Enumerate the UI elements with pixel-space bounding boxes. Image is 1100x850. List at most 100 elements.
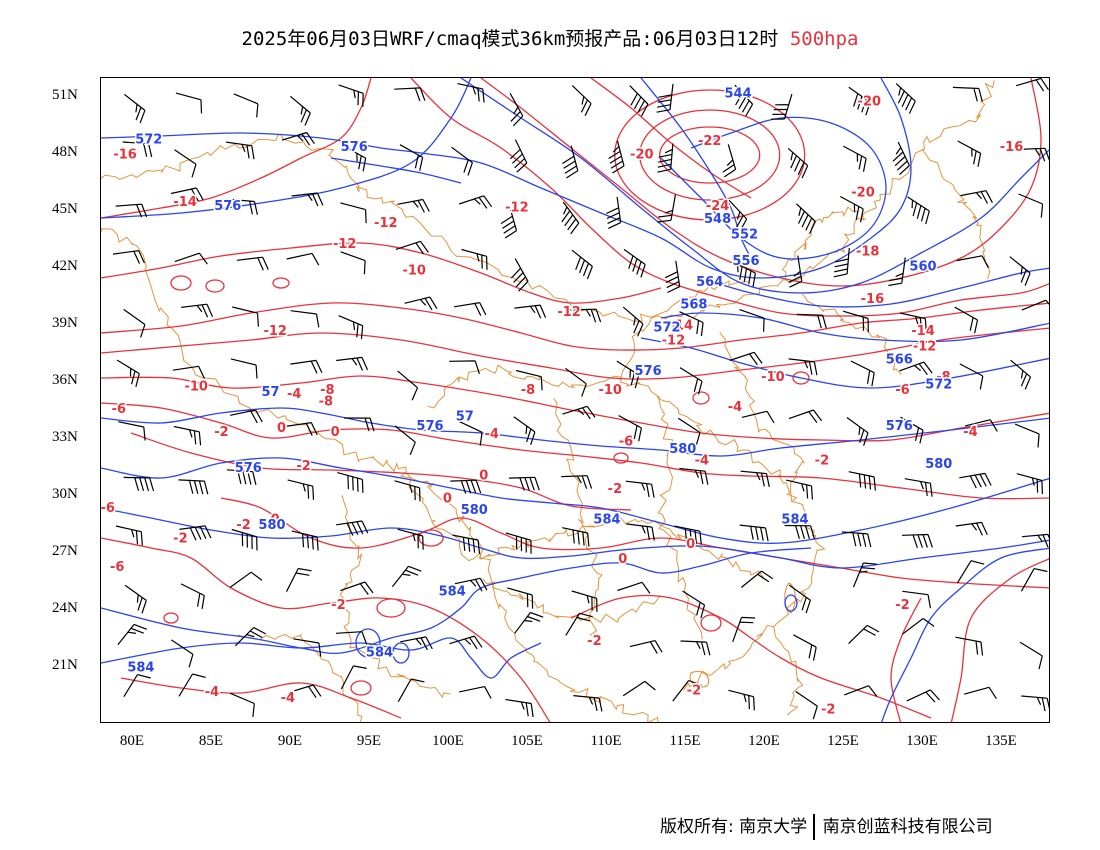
height-label: 552 (731, 227, 758, 242)
temperature-label: -24 (706, 199, 730, 214)
wind-barb (793, 634, 817, 661)
wind-barb (561, 201, 580, 235)
wind-barb (629, 640, 663, 654)
lon-tick-label: 125E (827, 733, 859, 749)
wind-barb (397, 678, 425, 702)
wind-barb (680, 640, 711, 656)
boundary-line (101, 228, 659, 722)
wind-barb (562, 405, 596, 420)
wind-barb (956, 255, 989, 269)
wind-barb (461, 248, 488, 270)
temperature-label: -2 (214, 425, 228, 440)
wind-barb (112, 250, 145, 264)
height-isoline (660, 312, 1049, 343)
temperature-label: 0 (277, 421, 286, 436)
wind-barb (1021, 533, 1049, 548)
wind-barb (722, 144, 737, 178)
wind-barbs (112, 78, 1049, 720)
wind-barb (571, 590, 598, 612)
copyright-footer: 版权所有: 南京大学 南京创蓝科技有限公司 (660, 812, 993, 840)
wind-barb (788, 358, 818, 376)
wind-barb (342, 145, 367, 172)
temperature-isotherm (418, 529, 444, 547)
wind-barb (397, 370, 419, 401)
wind-barb (895, 83, 916, 114)
wind-barb (679, 467, 709, 485)
temperature-label: 0 (443, 491, 452, 506)
wind-barb (795, 203, 816, 235)
wind-barb (229, 571, 263, 588)
wind-barb (340, 251, 366, 275)
wind-barb (1021, 695, 1049, 712)
boundary-line (101, 80, 995, 322)
temperature-contours (101, 78, 1049, 722)
temperature-isotherm (163, 612, 179, 624)
temperature-label: -4 (728, 400, 742, 415)
wind-barb (740, 470, 770, 488)
temperature-label: -4 (287, 387, 301, 402)
map-title: 2025年06月03日WRF/cmaq模式36km预报产品:06月03日12时 … (0, 24, 1100, 51)
wind-barb (337, 472, 364, 493)
contour-labels: -20-16-16 -20-22-20-24-14 -12-12-12-18-10-… (101, 85, 1025, 719)
height-isoline (101, 78, 472, 219)
temperature-isotherm (220, 497, 1049, 589)
wind-barb (732, 616, 756, 643)
wind-barb (514, 611, 544, 634)
wind-barb (288, 684, 322, 699)
height-label: 584 (439, 585, 466, 600)
temperature-label: -14 (670, 319, 694, 334)
wind-barb (115, 203, 148, 218)
height-isoline (101, 547, 812, 655)
wind-barb (960, 190, 993, 204)
wind-barb (123, 674, 151, 698)
wind-barb (338, 84, 364, 107)
wind-barb (394, 480, 421, 502)
temperature-isotherm (950, 558, 1049, 722)
wind-barb (230, 409, 263, 424)
wind-barb (617, 581, 651, 594)
wind-barb (964, 419, 998, 432)
wind-barb (1021, 299, 1049, 311)
temperature-label: -6 (895, 383, 909, 398)
lon-tick-label: 90E (277, 733, 303, 749)
weather-map-canvas: -20-16-16 -20-22-20-24-14 -12-12-12-18-10-… (101, 78, 1049, 722)
temperature-isotherm (890, 597, 922, 722)
temperature-label: -4 (963, 425, 977, 440)
height-isoline (355, 628, 381, 658)
wind-barb (901, 533, 933, 548)
lon-tick-label: 80E (119, 733, 145, 749)
wind-barb (740, 570, 774, 588)
wind-barb (729, 351, 763, 366)
height-label: 566 (886, 353, 913, 368)
boundary-line (339, 495, 451, 699)
wind-barb (788, 255, 803, 288)
wind-barb (400, 636, 433, 651)
temperature-label: -16 (1000, 140, 1024, 155)
boundary-line (237, 634, 363, 722)
wind-barb (178, 479, 209, 495)
lat-tick-label: 21N (52, 657, 78, 673)
wind-barb (959, 363, 984, 390)
temperature-label: -2 (587, 634, 601, 649)
wind-barb (657, 194, 676, 223)
temperature-label: -2 (173, 531, 187, 546)
wind-barb (622, 680, 656, 697)
temperature-label: -8 (319, 395, 333, 410)
wind-barb (622, 306, 644, 337)
temperature-isotherm (410, 78, 1049, 317)
boundary-line (482, 578, 661, 623)
lat-tick-label: 33N (52, 429, 78, 445)
wind-barb (664, 260, 681, 294)
wind-barb (573, 695, 603, 712)
lat-tick-label: 51N (52, 87, 78, 103)
lon-tick-label: 120E (748, 733, 780, 749)
temperature-label: -6 (110, 560, 124, 575)
boundary-line (781, 206, 859, 281)
boundary-line (801, 293, 902, 375)
temperature-label: 0 (331, 425, 340, 440)
boundary-line (921, 148, 991, 280)
height-isoline (460, 78, 1049, 294)
height-isoline (640, 337, 1049, 389)
wind-barb (562, 145, 579, 179)
temperature-label: -12 (505, 201, 529, 216)
